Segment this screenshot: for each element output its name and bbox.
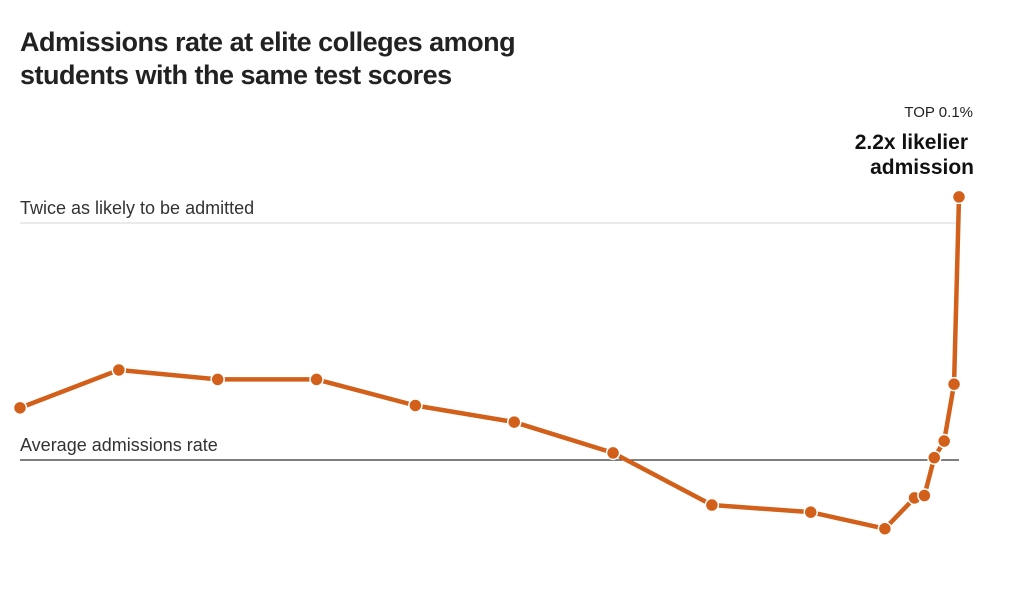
- reference-label: Twice as likely to be admitted: [20, 198, 254, 218]
- annotation-text: 2.2x likelier: [855, 131, 968, 154]
- annotation-text: admission: [870, 156, 974, 179]
- point: [12, 400, 28, 416]
- annotation-kicker: TOP 0.1%: [904, 104, 973, 121]
- point: [946, 376, 962, 392]
- point: [408, 398, 423, 413]
- point: [309, 372, 324, 387]
- point: [936, 433, 952, 449]
- point: [951, 189, 967, 205]
- point: [704, 497, 720, 513]
- point: [877, 521, 893, 536]
- point: [605, 445, 621, 461]
- point: [210, 372, 225, 387]
- point: [803, 504, 818, 520]
- chart-title: Admissions rate at elite colleges among …: [20, 27, 516, 90]
- point: [927, 450, 942, 465]
- reference-label: Average admissions rate: [20, 435, 218, 455]
- point: [111, 362, 127, 378]
- line: [19, 196, 962, 531]
- point: [506, 414, 522, 430]
- point: [917, 488, 932, 503]
